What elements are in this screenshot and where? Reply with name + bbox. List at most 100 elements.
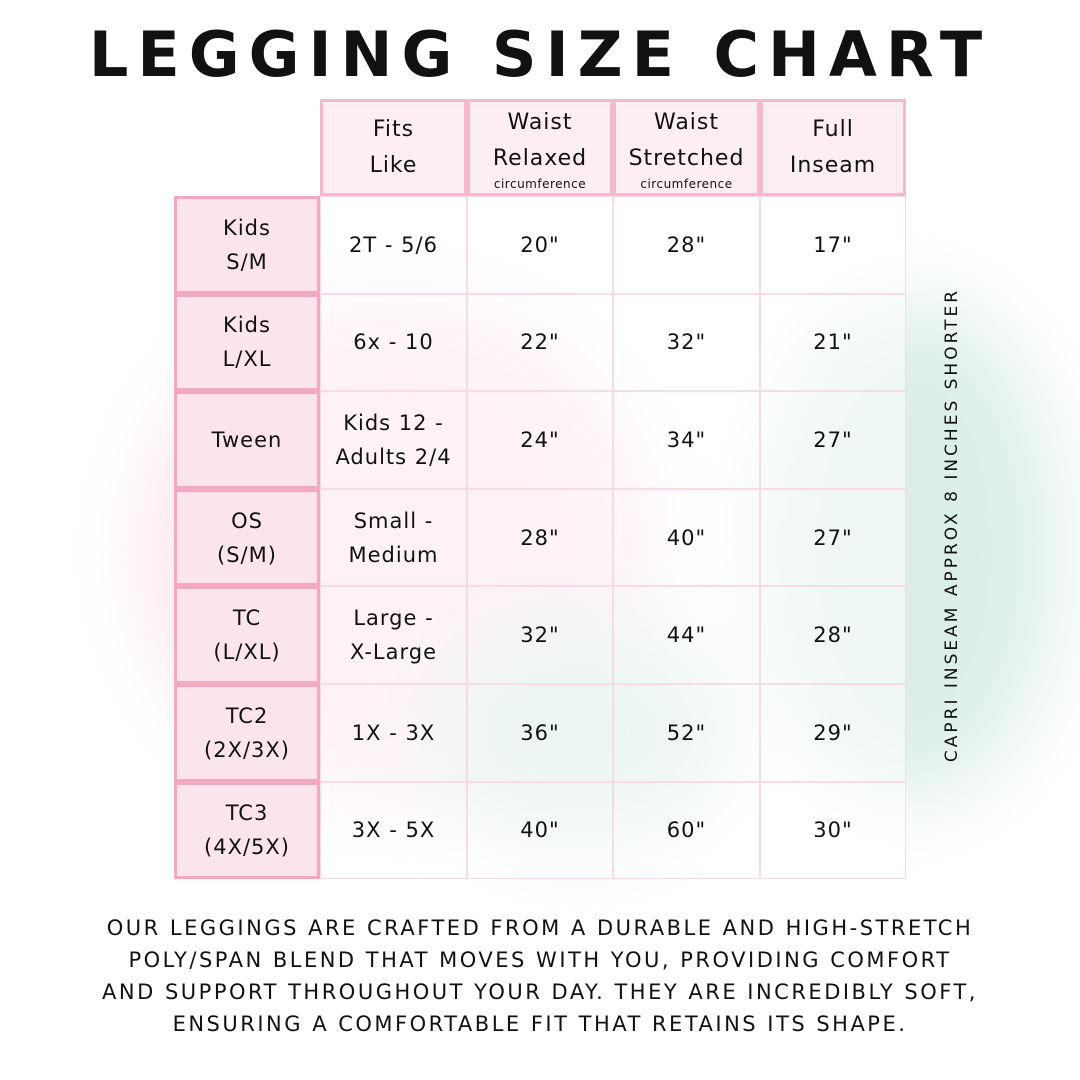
cell-text: Small - (353, 508, 434, 533)
cell-fits-like: Kids 12 - Adults 2/4 (320, 391, 467, 489)
cell-full-inseam: 21" (760, 293, 906, 392)
cell-text: 27" (813, 525, 853, 550)
cell-text: TC (232, 606, 262, 631)
description-line: ENSURING A COMFORTABLE FIT THAT RETAINS … (172, 1012, 908, 1036)
cell-text: 29" (813, 720, 853, 745)
cell-text: S/M (226, 249, 268, 274)
cell-waist-stretched: 32" (613, 293, 760, 392)
cell-text: Kids (223, 215, 271, 240)
cell-text: 36" (520, 720, 560, 745)
cell-waist-relaxed: 36" (467, 684, 613, 782)
cell-text: 32" (520, 623, 560, 648)
description: OUR LEGGINGS ARE CRAFTED FROM A DURABLE … (0, 912, 1080, 1040)
cell-text: 24" (520, 427, 560, 452)
cell-text: Inseam (789, 152, 877, 178)
cell-text: Waist (653, 109, 720, 135)
row-header-size: Kids L/XL (174, 293, 320, 392)
cell-text: 44" (666, 623, 707, 648)
cell-text: circumference (493, 176, 587, 191)
cell-text: 30" (813, 818, 853, 843)
cell-text: Full (812, 116, 854, 142)
cell-fits-like: Large - X-Large (320, 586, 467, 684)
cell-full-inseam: 28" (760, 586, 906, 684)
cell-text: 34" (666, 427, 707, 452)
cell-text: 28" (666, 232, 707, 257)
row-header-size: TC (L/XL) (174, 586, 320, 684)
cell-text: Waist (507, 109, 573, 135)
cell-text: Kids 12 - (343, 410, 444, 435)
cell-full-inseam: 29" (760, 684, 906, 782)
row-header-size: Kids S/M (174, 196, 320, 294)
cell-waist-stretched: 60" (613, 781, 760, 880)
cell-waist-stretched: 34" (613, 391, 760, 489)
cell-full-inseam: 27" (760, 391, 906, 489)
page-title: LEGGING SIZE CHART (88, 18, 992, 91)
cell-text: 17" (813, 232, 853, 257)
capri-note: CAPRI INSEAM APPROX 8 INCHES SHORTER (942, 287, 962, 763)
column-header: Full Inseam (760, 99, 906, 196)
cell-text: Kids (223, 313, 271, 338)
cell-text: Medium (348, 542, 439, 567)
cell-text: 60" (666, 818, 707, 843)
cell-text: L/XL (222, 347, 272, 372)
cell-text: Tween (211, 427, 283, 452)
cell-text: OS (231, 508, 263, 533)
cell-text: 40" (520, 818, 560, 843)
cell-text: (S/M) (217, 542, 277, 567)
cell-fits-like: 3X - 5X (320, 781, 467, 880)
cell-text: (2X/3X) (204, 737, 290, 762)
description-line: AND SUPPORT THROUGHOUT YOUR DAY. THEY AR… (102, 980, 978, 1004)
cell-text: TC2 (225, 703, 269, 728)
cell-text: circumference (640, 176, 733, 191)
cell-fits-like: 1X - 3X (320, 684, 467, 782)
cell-fits-like: Small - Medium (320, 488, 467, 587)
cell-text: Stretched (628, 145, 745, 171)
cell-waist-relaxed: 32" (467, 586, 613, 684)
cell-text: 28" (813, 623, 853, 648)
row-header-size: TC3 (4X/5X) (174, 781, 320, 880)
cell-waist-relaxed: 24" (467, 391, 613, 489)
cell-fits-like: 2T - 5/6 (320, 196, 467, 294)
cell-text: 1X - 3X (351, 720, 436, 745)
column-header: Fits Like (320, 99, 467, 196)
cell-text: 40" (666, 525, 707, 550)
cell-text: (L/XL) (213, 640, 281, 665)
cell-text: 22" (520, 330, 560, 355)
cell-text: Adults 2/4 (335, 444, 452, 469)
cell-full-inseam: 17" (760, 196, 906, 294)
column-header: Waist Relaxed circumference (467, 99, 613, 196)
row-header-size: Tween (174, 391, 320, 489)
cell-text: 32" (666, 330, 707, 355)
cell-text: 2T - 5/6 (349, 232, 438, 257)
description-line: POLY/SPAN BLEND THAT MOVES WITH YOU, PRO… (128, 948, 952, 972)
cell-waist-stretched: 44" (613, 586, 760, 684)
cell-text: 20" (520, 232, 560, 257)
cell-text: 28" (520, 525, 560, 550)
cell-text: Fits (372, 116, 415, 142)
cell-text: Relaxed (492, 145, 588, 171)
cell-text: 27" (813, 427, 853, 452)
cell-text: X-Large (349, 640, 437, 665)
cell-text: (4X/5X) (204, 835, 290, 860)
cell-waist-relaxed: 22" (467, 293, 613, 392)
cell-text: 6x - 10 (353, 330, 434, 355)
cell-text: Like (369, 152, 418, 178)
column-header: Waist Stretched circumference (613, 99, 760, 196)
cell-waist-stretched: 28" (613, 196, 760, 294)
cell-waist-relaxed: 40" (467, 781, 613, 880)
cell-full-inseam: 27" (760, 488, 906, 587)
cell-text: Large - (353, 606, 434, 631)
cell-waist-stretched: 52" (613, 684, 760, 782)
cell-text: 3X - 5X (351, 818, 436, 843)
row-header-size: TC2 (2X/3X) (174, 684, 320, 782)
cell-text: 21" (813, 330, 853, 355)
row-header-size: OS (S/M) (174, 488, 320, 587)
cell-waist-relaxed: 28" (467, 488, 613, 587)
cell-waist-stretched: 40" (613, 488, 760, 587)
cell-text: 52" (666, 720, 707, 745)
cell-full-inseam: 30" (760, 781, 906, 880)
description-line: OUR LEGGINGS ARE CRAFTED FROM A DURABLE … (106, 916, 974, 940)
cell-waist-relaxed: 20" (467, 196, 613, 294)
cell-text: TC3 (225, 801, 269, 826)
cell-fits-like: 6x - 10 (320, 293, 467, 392)
